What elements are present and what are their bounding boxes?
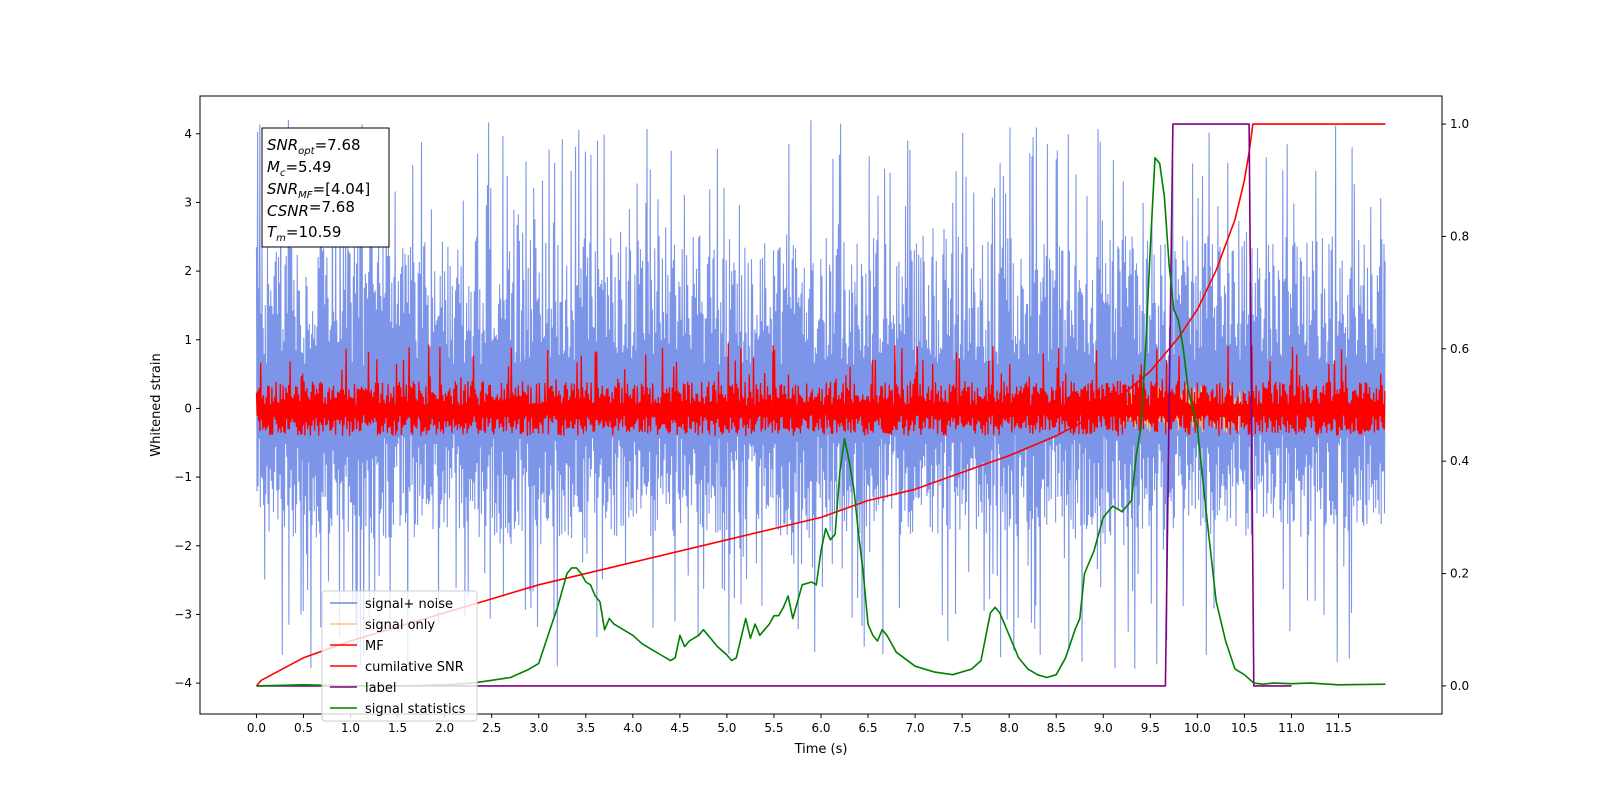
legend-label: label [365, 681, 396, 696]
y-tick-label: −3 [174, 607, 192, 621]
series-mf [255, 343, 1386, 436]
y-tick-label: 0 [184, 401, 192, 415]
y2-tick-label: 1.0 [1450, 117, 1469, 131]
annotation-snr-opt: SNRopt=7.68 [267, 136, 361, 157]
x-tick-label: 3.5 [576, 721, 595, 735]
x-axis: 0.0 0.5 1.0 1.5 2.0 2.5 3.0 3.5 4.0 4.5 5.0 5.5 6.0 6… [247, 714, 1352, 735]
y-tick-label: −2 [174, 539, 192, 553]
x-axis-label: Time (s) [794, 742, 848, 757]
x-tick-label: 1.0 [341, 721, 360, 735]
x-tick-label: 7.5 [953, 721, 972, 735]
legend: signal+ noise signal only MF cumilative SNR… [321, 590, 478, 722]
x-tick-label: 11.0 [1278, 721, 1305, 735]
legend-label: MF [365, 639, 384, 654]
annotation-snr-mf: SNRMF=[4.04] [267, 180, 370, 201]
y-tick-label: −4 [174, 676, 192, 690]
annotation-tm: Tm=10.59 [267, 223, 341, 244]
y2-tick-label: 0.6 [1450, 342, 1469, 356]
y-axis-left: 4 3 2 1 0 −1 −2 −3 −4 [174, 127, 200, 690]
x-tick-label: 9.0 [1094, 721, 1113, 735]
series-signal-statistics [256, 157, 1386, 687]
annotation-box: SNRopt=7.68 Mc=5.49 SNRMF=[4.04] CSNR=7.… [261, 127, 390, 248]
y-tick-label: 2 [184, 264, 192, 278]
x-tick-label: 3.0 [529, 721, 548, 735]
x-tick-label: 0.5 [294, 721, 313, 735]
annotation-csnr: CSNR=7.68 [267, 198, 355, 220]
x-tick-label: 10.0 [1184, 721, 1211, 735]
x-tick-label: 6.5 [858, 721, 877, 735]
x-tick-label: 7.0 [906, 721, 925, 735]
x-tick-label: 8.0 [1000, 721, 1019, 735]
legend-label: signal+ noise [365, 597, 453, 612]
y-tick-label: 4 [184, 127, 192, 141]
x-tick-label: 5.0 [717, 721, 736, 735]
x-tick-label: 8.5 [1047, 721, 1066, 735]
legend-label: signal statistics [365, 702, 466, 717]
x-tick-label: 4.5 [670, 721, 689, 735]
x-tick-label: 2.5 [482, 721, 501, 735]
y-axis-right: 1.0 0.8 0.6 0.4 0.2 0.0 [1442, 117, 1469, 693]
y-tick-label: 3 [184, 195, 192, 209]
annotation-chirp-mass: Mc=5.49 [267, 158, 331, 179]
y2-tick-label: 0.4 [1450, 454, 1469, 468]
x-tick-label: 4.0 [623, 721, 642, 735]
x-tick-label: 6.0 [811, 721, 830, 735]
legend-label: cumilative SNR [365, 660, 464, 675]
y2-tick-label: 0.8 [1450, 229, 1469, 243]
y2-tick-label: 0.0 [1450, 679, 1469, 693]
y-axis-label: Whitened strain [149, 353, 164, 456]
x-tick-label: 9.5 [1141, 721, 1160, 735]
series-signal-noise [255, 119, 1386, 669]
y-tick-label: 1 [184, 333, 192, 347]
x-tick-label: 10.5 [1231, 721, 1258, 735]
x-tick-label: 5.5 [764, 721, 783, 735]
series-label [256, 123, 1292, 687]
x-tick-label: 0.0 [247, 721, 266, 735]
x-tick-label: 2.0 [435, 721, 454, 735]
x-tick-label: 1.5 [388, 721, 407, 735]
x-tick-label: 11.5 [1325, 721, 1352, 735]
legend-label: signal only [365, 618, 435, 633]
y-tick-label: −1 [174, 470, 192, 484]
y2-tick-label: 0.2 [1450, 567, 1469, 581]
